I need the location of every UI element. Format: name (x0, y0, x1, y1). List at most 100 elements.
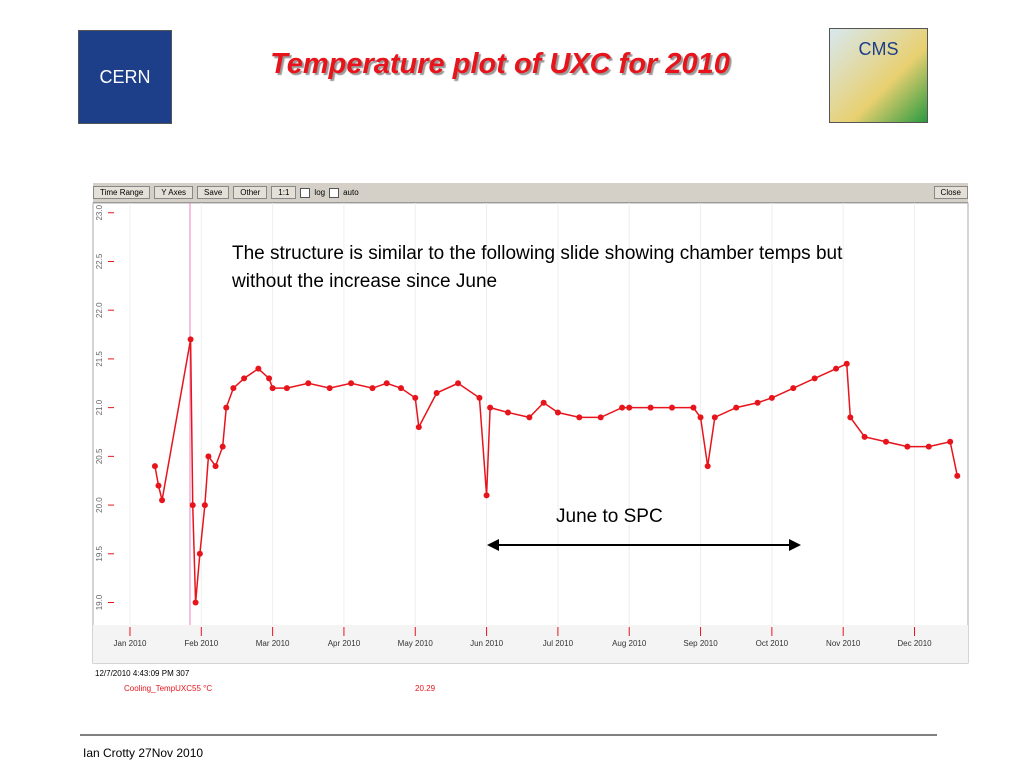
data-point (266, 375, 273, 382)
data-point (925, 443, 932, 450)
data-point (697, 414, 704, 421)
data-point (711, 414, 718, 421)
data-point (833, 365, 840, 372)
x-tick-label: Aug 2010 (612, 639, 647, 648)
arrow-label: June to SPC (556, 506, 663, 527)
data-point (811, 375, 818, 382)
data-point (847, 414, 854, 421)
data-point (433, 390, 440, 397)
data-point (904, 443, 911, 450)
data-point (619, 404, 626, 411)
y-tick-label: 22.5 (95, 253, 104, 269)
data-point (241, 375, 248, 382)
data-point (223, 404, 230, 411)
data-point (754, 399, 761, 406)
x-tick-label: Mar 2010 (255, 639, 290, 648)
data-point (269, 385, 276, 392)
data-point (230, 385, 237, 392)
y-tick-label: 20.0 (95, 497, 104, 513)
data-point (326, 385, 333, 392)
cern-logo: CERN (78, 30, 172, 124)
data-point (954, 472, 961, 479)
close-button: Close (933, 186, 968, 199)
data-point (415, 424, 422, 431)
cms-logo: CMS (829, 28, 928, 123)
y-tick-label: 19.0 (95, 594, 104, 610)
data-point (597, 414, 604, 421)
data-point (843, 360, 850, 367)
data-point (189, 502, 196, 509)
data-point (369, 385, 376, 392)
data-point (540, 399, 547, 406)
slide-title: Temperature plot of UXC for 2010 (270, 48, 730, 80)
x-tick-label: Apr 2010 (327, 639, 361, 648)
data-point (187, 336, 194, 343)
y-tick-label: 22.0 (95, 302, 104, 318)
checkbox-label: auto (343, 188, 359, 197)
data-point (626, 404, 633, 411)
x-tick-label: Sep 2010 (683, 639, 718, 648)
y-tick-label: 19.5 (95, 545, 104, 561)
toolbar-button: Other (233, 186, 268, 199)
data-point (647, 404, 654, 411)
toolbar-button: Time Range (93, 186, 151, 199)
data-point (348, 380, 355, 387)
y-tick-label: 21.0 (95, 399, 104, 415)
data-point (159, 497, 166, 504)
data-point (412, 394, 419, 401)
data-point (151, 463, 158, 470)
footer: Ian Crotty 27Nov 2010 (83, 746, 204, 760)
data-point (212, 463, 219, 470)
checkbox-label: log (314, 188, 326, 197)
data-point (476, 394, 483, 401)
data-point (455, 380, 462, 387)
y-tick-label: 21.5 (95, 351, 104, 367)
x-tick-label: Jul 2010 (542, 639, 574, 648)
data-point (192, 599, 199, 606)
data-point (504, 409, 511, 416)
x-tick-label: Jun 2010 (470, 639, 504, 648)
data-point (669, 404, 676, 411)
data-point (704, 463, 711, 470)
status-reading: 20.29 (415, 684, 436, 693)
x-tick-label: Jan 2010 (113, 639, 147, 648)
toolbar-button: Y Axes (154, 186, 194, 199)
toolbar: Time Range Y Axes Save Other 1:1 log auto Close (93, 183, 968, 203)
x-tick-label: Feb 2010 (184, 639, 219, 648)
data-point (305, 380, 312, 387)
checkbox (300, 187, 311, 198)
data-point (554, 409, 561, 416)
annotation: The structure is similar to the followin… (232, 243, 843, 292)
status-timestamp: 12/7/2010 4:43:09 PM 307 (95, 669, 190, 678)
data-point (483, 492, 490, 499)
data-point (526, 414, 533, 421)
data-point (255, 365, 262, 372)
data-point (219, 443, 226, 450)
arrow-head (789, 539, 801, 551)
y-tick-label: 20.5 (95, 448, 104, 464)
data-point (576, 414, 583, 421)
data-point (790, 385, 797, 392)
x-tick-label: Nov 2010 (826, 639, 861, 648)
data-point (947, 438, 954, 445)
status-channel: Cooling_TempUXC55 °C (124, 684, 213, 693)
data-point (205, 453, 212, 460)
data-point (383, 380, 390, 387)
data-point (487, 404, 494, 411)
arrow-head (487, 539, 499, 551)
data-point (397, 385, 404, 392)
data-point (861, 433, 868, 440)
data-point (155, 482, 162, 489)
data-point (768, 394, 775, 401)
x-tick-label: Dec 2010 (897, 639, 932, 648)
axis-strip (93, 625, 968, 663)
toolbar-button: Save (197, 186, 230, 199)
x-tick-label: May 2010 (397, 639, 433, 648)
data-point (882, 438, 889, 445)
data-point (690, 404, 697, 411)
checkbox (329, 187, 340, 198)
plot-background (92, 202, 969, 664)
x-tick-label: Oct 2010 (755, 639, 789, 648)
